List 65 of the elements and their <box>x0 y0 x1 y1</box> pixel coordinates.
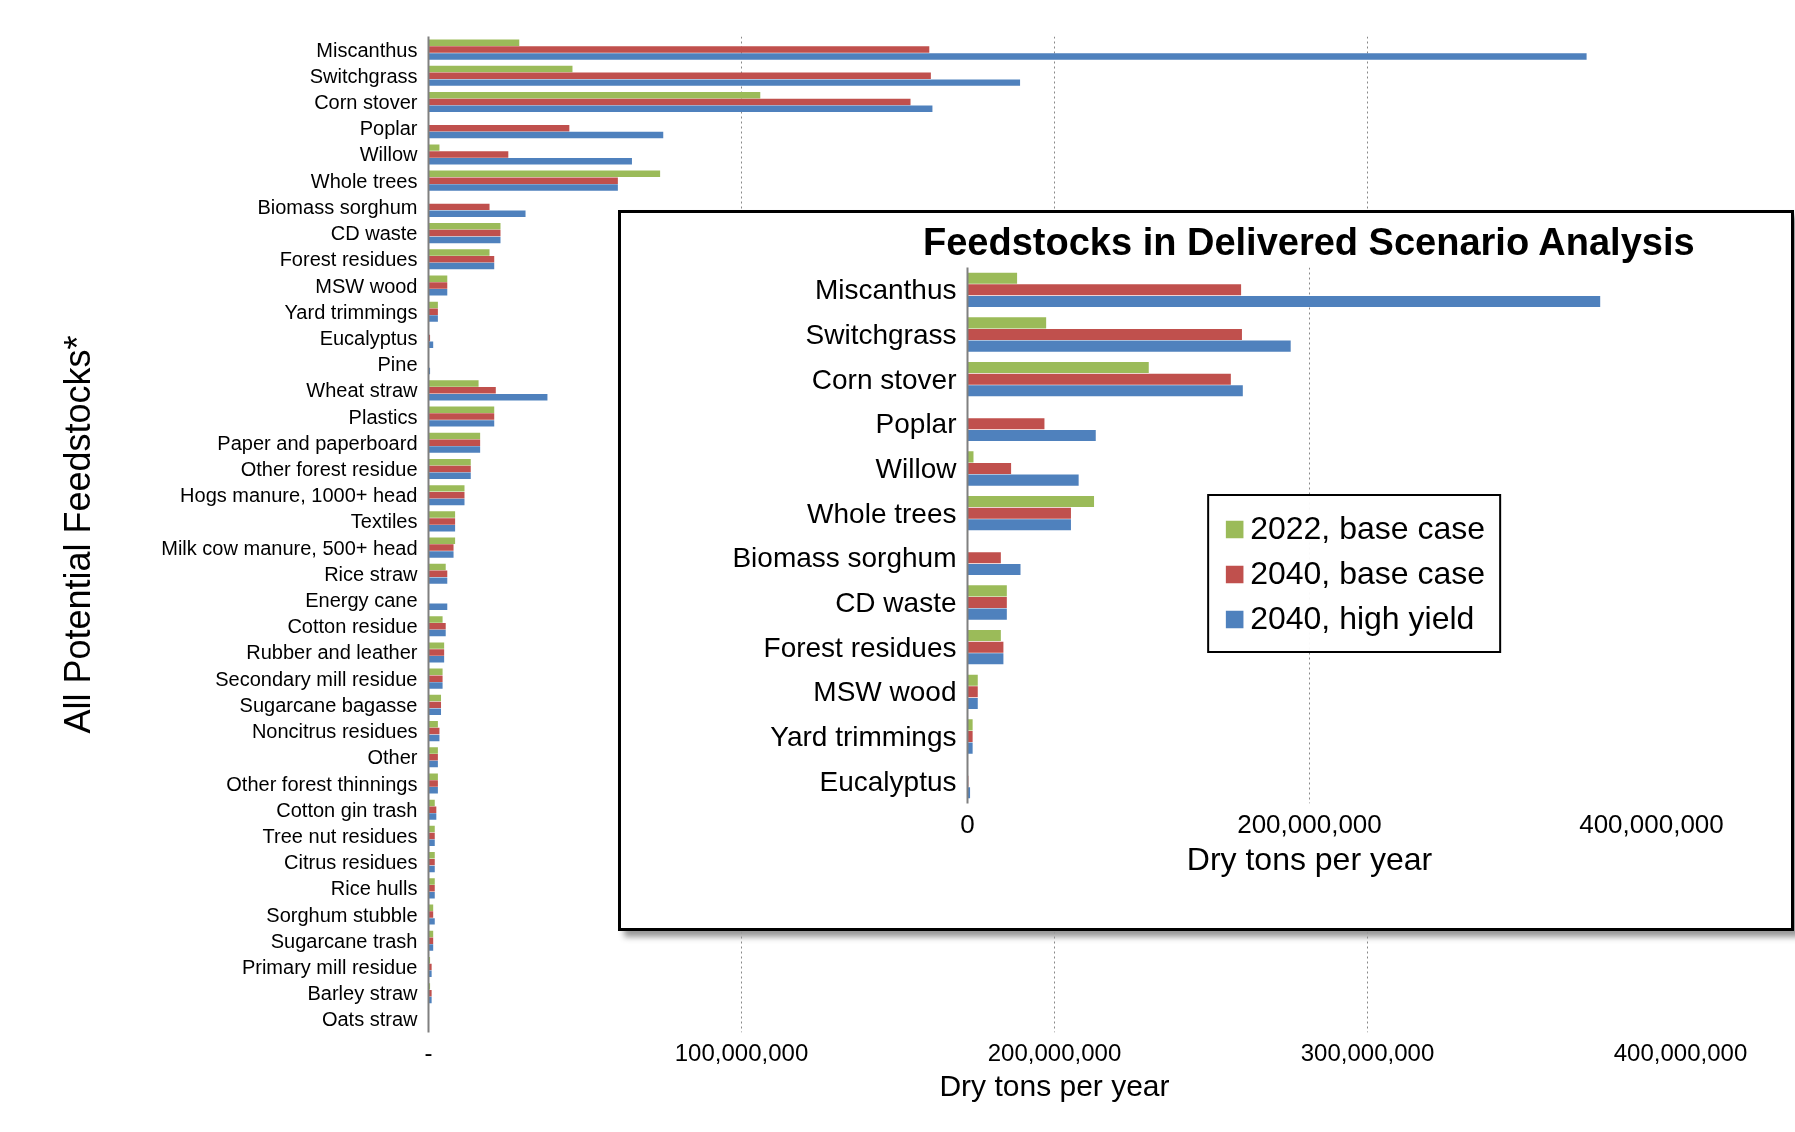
y-tick-label: Barley straw <box>307 982 419 1005</box>
y-tick-label: Other forest thinnings <box>226 772 418 795</box>
x-tick-label: 200,000,000 <box>1237 808 1382 839</box>
y-tick-label: Rice hulls <box>330 877 418 900</box>
y-tick-label: Willow <box>875 453 958 484</box>
y-tick-label: Miscanthus <box>814 274 957 306</box>
y-tick-label: Plastics <box>348 405 418 428</box>
y-tick-label: Sugarcane bagasse <box>239 693 418 716</box>
y-tick-label: Secondary mill residue <box>215 667 418 690</box>
y-tick-label: Sugarcane trash <box>270 929 418 952</box>
x-tick-label: 400,000,000 <box>1579 808 1724 839</box>
y-tick-label: Forest residues <box>763 631 957 663</box>
y-tick-label: Tree nut residues <box>262 824 418 847</box>
x-tick-label: 400,000,000 <box>1613 1038 1748 1066</box>
y-tick-label: Energy cane <box>305 589 418 612</box>
y-tick-label: Poplar <box>875 408 957 440</box>
y-tick-label: Whole trees <box>807 497 957 529</box>
x-axis-title: Dry tons per year <box>939 1068 1170 1102</box>
chart-title: Feedstocks in Delivered Scenario Analysis <box>923 220 1695 263</box>
y-tick-label: CD waste <box>330 222 418 245</box>
y-tick-label: Sorghum stubble <box>266 903 418 926</box>
y-tick-label: Biomass sorghum <box>257 195 418 218</box>
y-tick-label: Forest residues <box>279 248 418 271</box>
x-tick-label: 0 <box>960 808 975 839</box>
y-tick-label: Corn stover <box>811 363 957 395</box>
y-tick-label: Cotton residue <box>287 615 418 638</box>
y-tick-label: Hogs manure, 1000+ head <box>180 484 418 507</box>
y-tick-label: Miscanthus <box>316 38 418 61</box>
y-tick-label: Noncitrus residues <box>251 720 418 743</box>
y-tick-label: Primary mill residue <box>241 955 418 978</box>
legend-label: 2040, base case <box>1250 555 1485 592</box>
y-tick-label: Willow <box>359 143 419 166</box>
y-tick-label: Biomass sorghum <box>732 542 957 574</box>
x-tick-label: 200,000,000 <box>987 1038 1122 1066</box>
y-tick-label: Yard trimmings <box>284 300 418 323</box>
y-tick-label: Poplar <box>359 117 418 140</box>
y-tick-label: Textiles <box>350 510 418 533</box>
y-tick-label: Other forest residue <box>240 457 418 480</box>
y-tick-label: MSW wood <box>315 274 418 297</box>
legend-label: 2022, base case <box>1250 510 1485 547</box>
y-tick-label: Rice straw <box>324 562 419 585</box>
y-tick-label: MSW wood <box>813 676 957 708</box>
y-tick-label: CD waste <box>835 587 957 618</box>
x-axis-title: Dry tons per year <box>1186 840 1433 877</box>
y-tick-label: Oats straw <box>321 1008 419 1031</box>
y-tick-label: Switchgrass <box>805 319 957 350</box>
x-tick-label: 100,000,000 <box>674 1038 809 1066</box>
y-tick-label: Citrus residues <box>284 851 418 874</box>
y-tick-label: Rubber and leather <box>246 641 418 664</box>
y-tick-label: Milk cow manure, 500+ head <box>161 536 418 559</box>
legend-label: 2040, high yield <box>1250 600 1475 637</box>
y-axis-title: All Potential Feedstocks* <box>57 335 99 734</box>
y-tick-label: Cotton gin trash <box>276 798 418 821</box>
y-tick-label: Eucalyptus <box>319 326 418 349</box>
y-tick-label: Paper and paperboard <box>217 431 418 454</box>
x-tick-label: 300,000,000 <box>1300 1038 1435 1066</box>
y-tick-label: Other <box>367 746 418 769</box>
y-tick-label: Switchgrass <box>309 64 418 87</box>
y-tick-label: Whole trees <box>310 169 418 192</box>
x-tick-label: - <box>424 1038 433 1066</box>
y-tick-label: Wheat straw <box>306 379 419 402</box>
y-tick-label: Yard trimmings <box>770 721 957 752</box>
y-tick-label: Eucalyptus <box>819 765 957 797</box>
y-tick-label: Pine <box>377 353 418 376</box>
y-tick-label: Corn stover <box>314 91 418 114</box>
